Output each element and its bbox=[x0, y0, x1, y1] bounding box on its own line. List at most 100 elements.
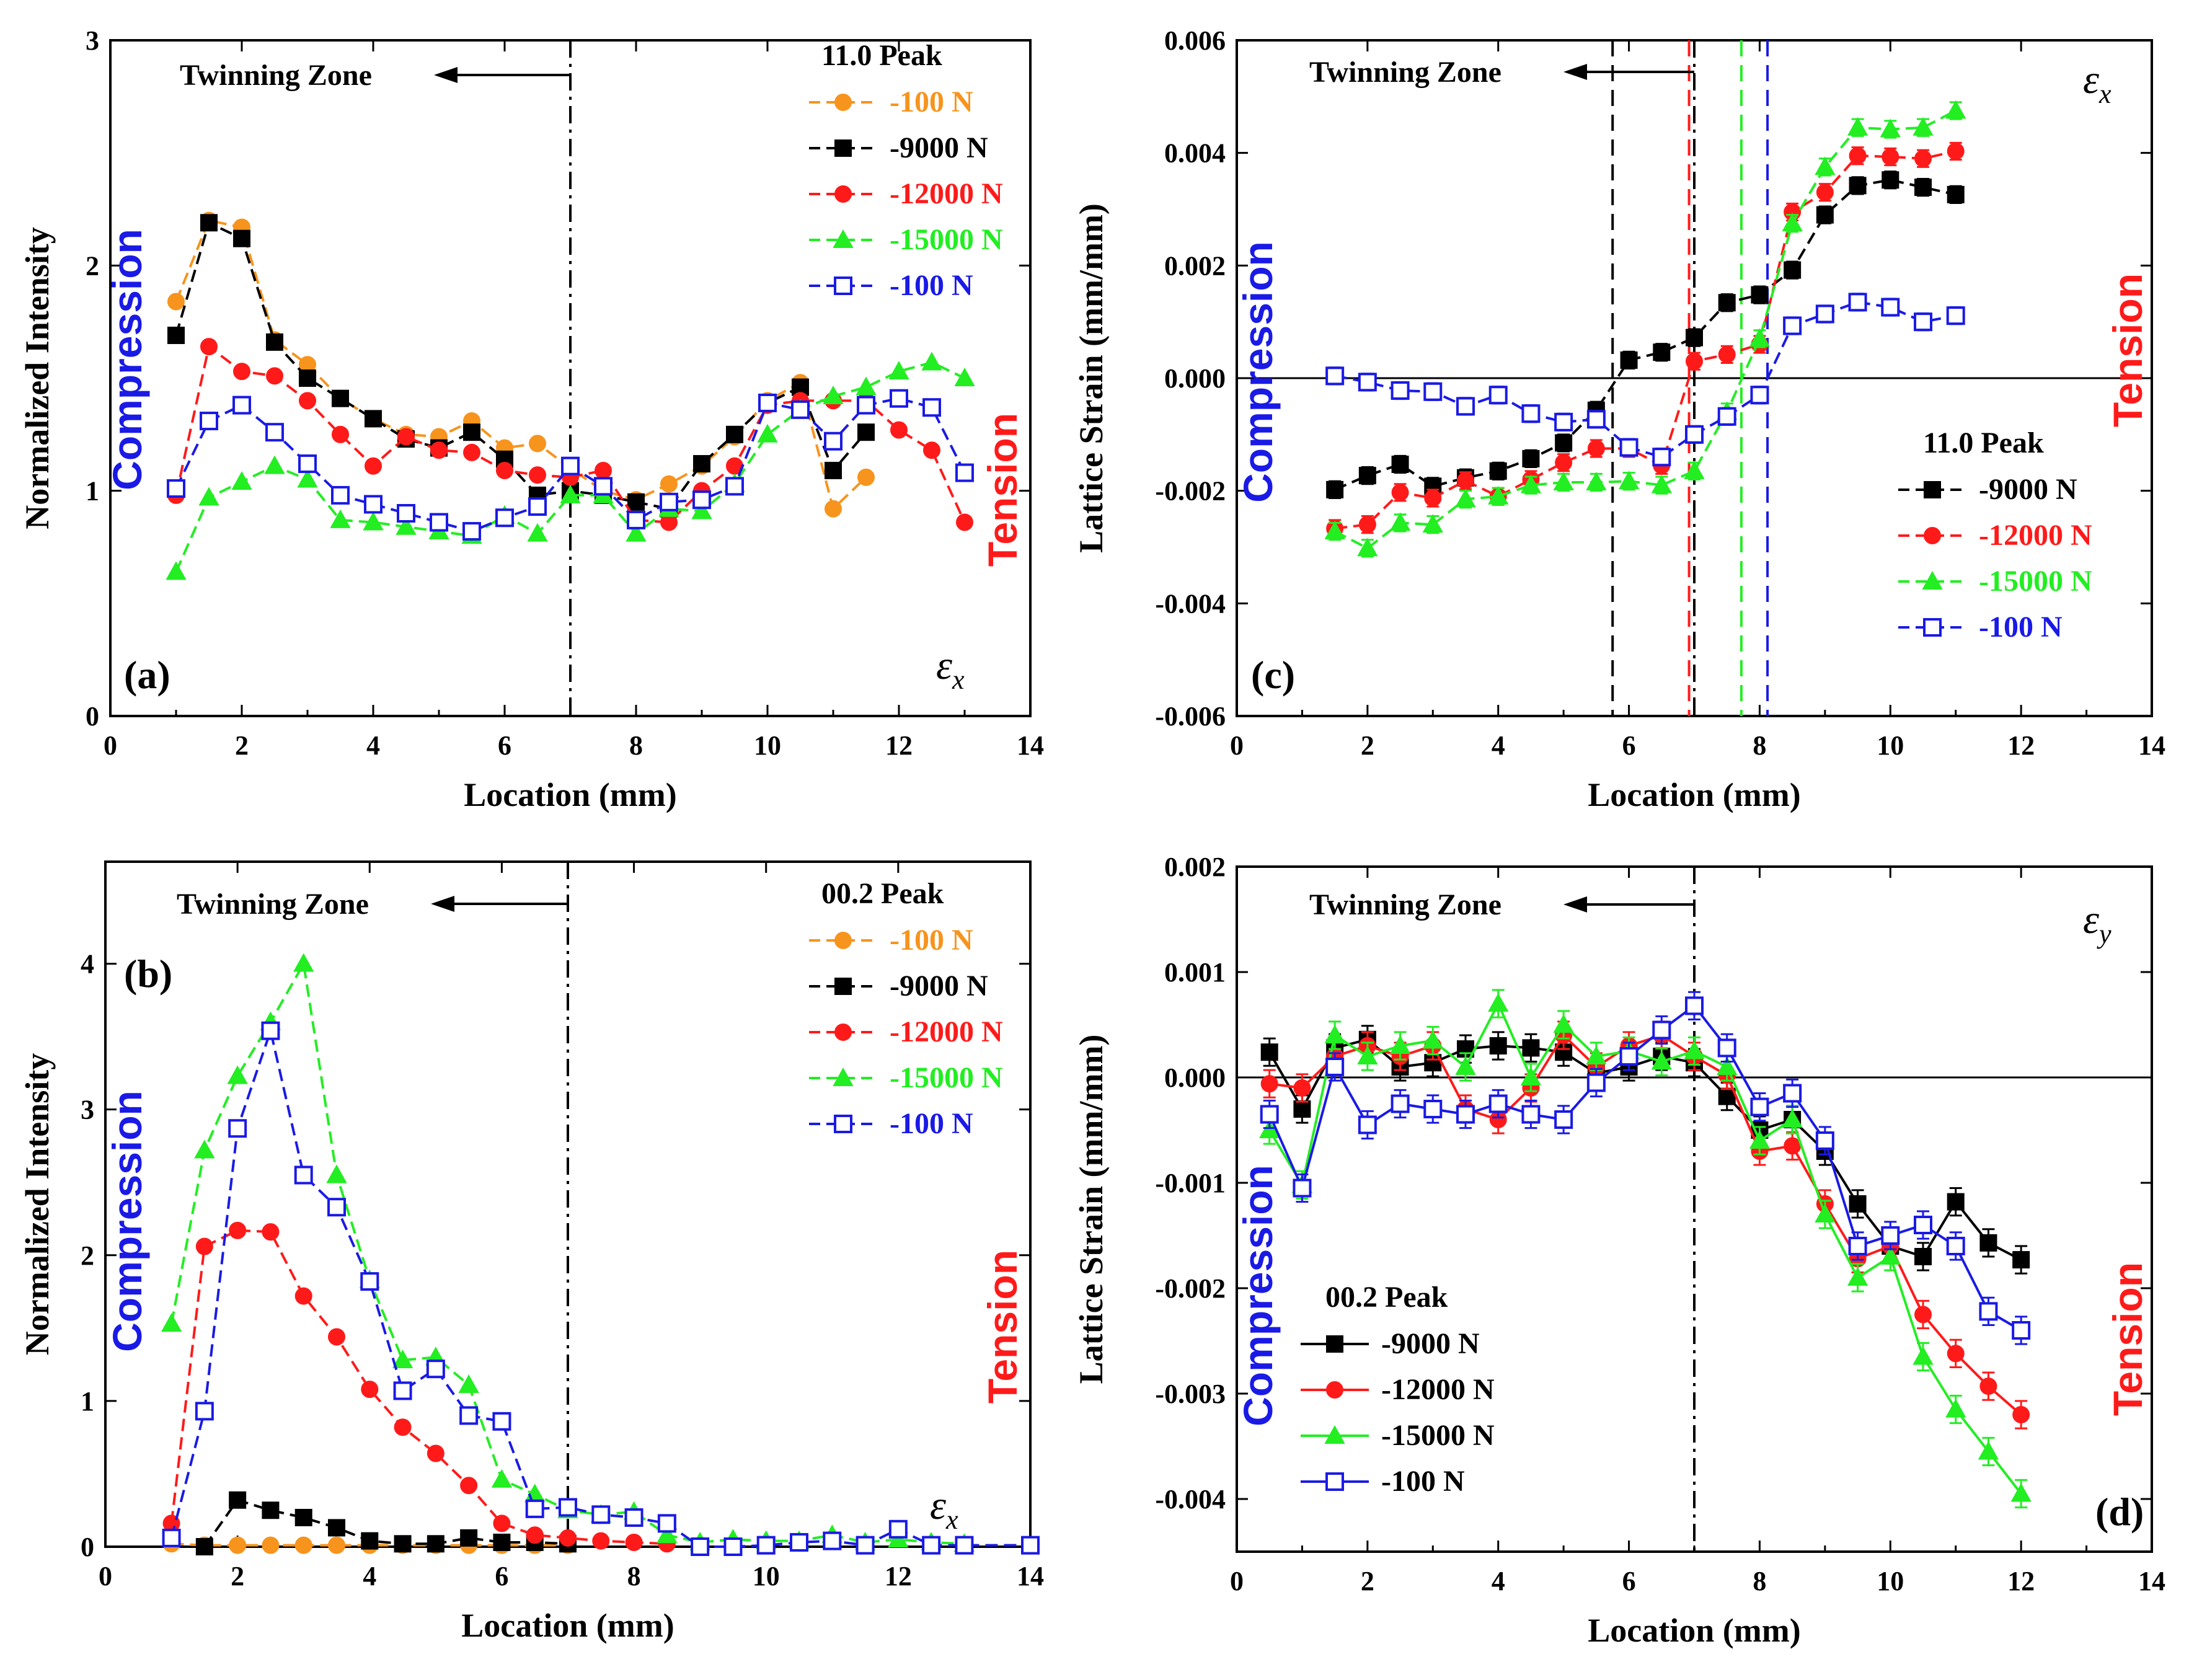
marker-square bbox=[427, 1535, 444, 1553]
legend-title: 11.0 Peak bbox=[1923, 427, 2044, 459]
marker-circle bbox=[299, 392, 316, 410]
marker-square bbox=[1652, 1020, 1671, 1040]
x-tick-label: 14 bbox=[1017, 730, 1044, 761]
legend-entry: -12000 N bbox=[890, 1015, 1003, 1048]
marker-triangle bbox=[1586, 1045, 1607, 1064]
marker-circle bbox=[262, 1536, 280, 1554]
marker-square bbox=[397, 504, 415, 523]
y-tick-label: 0.002 bbox=[1164, 852, 1226, 882]
marker-triangle bbox=[823, 386, 844, 405]
legend-entry: -100 N bbox=[1979, 611, 2063, 643]
marker-triangle bbox=[1324, 521, 1345, 540]
y-tick-label: 0.000 bbox=[1164, 1063, 1226, 1093]
marker-triangle bbox=[392, 1350, 413, 1369]
marker-triangle bbox=[363, 511, 384, 531]
marker-circle bbox=[1686, 352, 1703, 370]
legend-entry: -9000 N bbox=[890, 131, 988, 164]
twinning-zone-label: Twinning Zone bbox=[1309, 56, 1501, 89]
marker-square bbox=[791, 400, 810, 419]
legend-title: 11.0 Peak bbox=[821, 39, 942, 72]
marker-square bbox=[1326, 1335, 1343, 1353]
marker-square bbox=[233, 229, 250, 247]
marker-triangle bbox=[1455, 489, 1476, 508]
marker-square bbox=[1619, 1047, 1638, 1066]
x-tick-label: 14 bbox=[1017, 1561, 1044, 1591]
marker-circle bbox=[956, 513, 973, 531]
marker-circle bbox=[1391, 484, 1409, 502]
marker-square bbox=[228, 1119, 247, 1138]
marker-square bbox=[360, 1272, 379, 1291]
marker-square bbox=[591, 1505, 611, 1524]
marker-square bbox=[1717, 407, 1736, 426]
marker-square bbox=[1586, 410, 1606, 429]
marker-square bbox=[834, 276, 852, 295]
y-tick-label: 0 bbox=[81, 1532, 94, 1562]
x-tick-label: 4 bbox=[1492, 1566, 1505, 1596]
y-tick-label: -0.004 bbox=[1155, 588, 1226, 619]
x-tick-label: 10 bbox=[1877, 730, 1904, 761]
marker-circle bbox=[1784, 1137, 1802, 1155]
marker-square bbox=[1522, 449, 1540, 467]
x-tick-label: 0 bbox=[104, 730, 117, 761]
marker-square bbox=[2012, 1251, 2030, 1269]
legend: 00.2 Peak -100 N -9000 N -12000 N -15000 N -1… bbox=[809, 877, 1003, 1140]
marker-triangle bbox=[856, 376, 877, 396]
compression-label: Compression bbox=[104, 1090, 150, 1352]
strain-symbol: εx bbox=[2083, 57, 2112, 109]
series--100n bbox=[1260, 991, 2031, 1345]
marker-triangle bbox=[231, 471, 252, 490]
x-tick-label: 10 bbox=[754, 730, 781, 761]
marker-triangle bbox=[1684, 1040, 1705, 1059]
marker-circle bbox=[1914, 1306, 1932, 1324]
marker-circle bbox=[1947, 1345, 1965, 1363]
marker-triangle bbox=[1586, 472, 1607, 491]
marker-square bbox=[327, 1198, 346, 1217]
marker-triangle bbox=[1651, 474, 1672, 493]
y-tick-label: 0.001 bbox=[1164, 957, 1226, 988]
marker-square bbox=[299, 369, 316, 387]
legend-entry: -15000 N bbox=[1979, 565, 2092, 598]
marker-triangle bbox=[1922, 570, 1943, 590]
y-axis-title: Normalized Intensity bbox=[19, 227, 56, 529]
marker-circle bbox=[463, 443, 480, 461]
marker-square bbox=[262, 1501, 280, 1519]
legend-entry: -12000 N bbox=[890, 177, 1003, 210]
marker-square bbox=[723, 1537, 743, 1556]
marker-square bbox=[1521, 404, 1541, 423]
marker-triangle bbox=[1324, 1425, 1345, 1444]
y-tick-label: 3 bbox=[81, 1095, 94, 1125]
marker-square bbox=[1783, 1084, 1802, 1103]
marker-triangle bbox=[1749, 328, 1771, 347]
marker-square bbox=[1489, 462, 1507, 480]
marker-triangle bbox=[491, 1469, 513, 1488]
marker-circle bbox=[200, 338, 218, 356]
marker-square bbox=[1358, 1115, 1377, 1134]
y-axis-title: Lattice Strain (mm/mm) bbox=[1072, 1035, 1110, 1384]
x-axis-title: Location (mm) bbox=[1588, 776, 1800, 813]
series--12000n bbox=[162, 1221, 676, 1553]
marker-square bbox=[200, 412, 218, 431]
marker-circle bbox=[890, 421, 908, 439]
marker-triangle bbox=[1880, 1245, 1901, 1265]
marker-square bbox=[1881, 298, 1900, 317]
x-tick-label: 8 bbox=[629, 730, 643, 761]
marker-square bbox=[1914, 312, 1932, 332]
marker-square bbox=[1923, 618, 1942, 637]
y-tick-label: 0.004 bbox=[1164, 138, 1226, 169]
marker-square bbox=[1947, 1193, 1965, 1211]
marker-square bbox=[1293, 1178, 1312, 1198]
series-line bbox=[1334, 109, 1957, 550]
legend-title: 00.2 Peak bbox=[1325, 1281, 1448, 1314]
y-tick-label: 0 bbox=[86, 701, 99, 732]
marker-square bbox=[834, 978, 852, 995]
tension-label: Tension bbox=[2105, 273, 2151, 427]
marker-square bbox=[332, 389, 349, 407]
marker-square bbox=[200, 214, 218, 232]
marker-square bbox=[857, 396, 875, 415]
marker-circle bbox=[427, 1444, 444, 1462]
twinning-zone-arrowhead bbox=[1563, 896, 1587, 913]
marker-triangle bbox=[1324, 1024, 1345, 1043]
series--100n bbox=[167, 389, 974, 541]
marker-square bbox=[2012, 1321, 2031, 1340]
marker-circle bbox=[595, 461, 612, 479]
